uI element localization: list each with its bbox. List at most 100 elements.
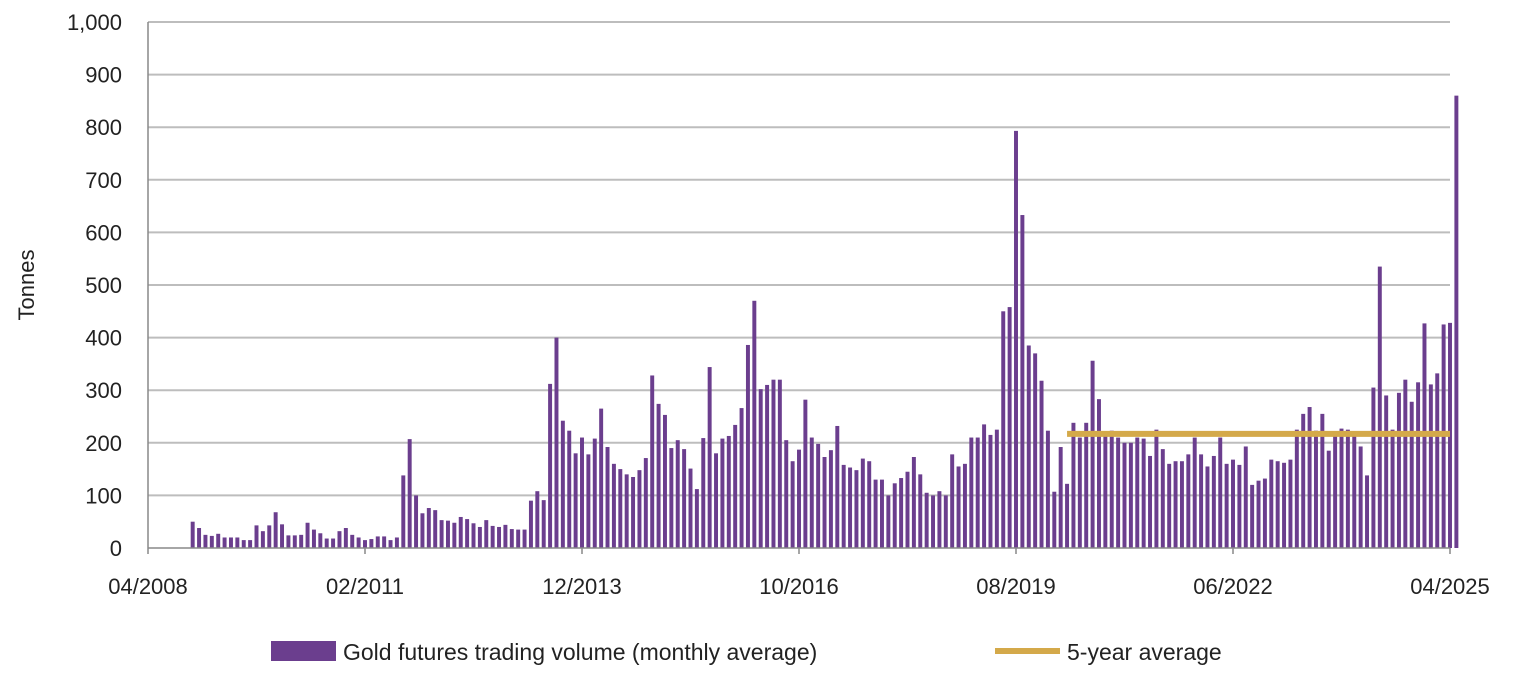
bar (445, 520, 450, 548)
bar (860, 458, 865, 548)
bar (318, 533, 323, 548)
bar (931, 495, 936, 548)
bar (1345, 429, 1350, 548)
bar (592, 438, 597, 548)
bar (433, 510, 438, 548)
bar (580, 437, 584, 548)
bar (822, 457, 827, 548)
bar (586, 454, 591, 548)
bar (701, 438, 706, 548)
bar (1039, 380, 1044, 548)
bar (260, 531, 265, 548)
bar (1294, 429, 1299, 548)
bar (471, 523, 476, 548)
bar (962, 463, 967, 548)
bar (1218, 437, 1223, 548)
bar (1084, 422, 1089, 548)
bar (267, 525, 272, 548)
bar (1339, 428, 1344, 548)
bar (899, 478, 904, 548)
bar (1173, 461, 1178, 548)
bar (1435, 373, 1440, 548)
bar (1313, 430, 1318, 548)
bar (401, 475, 406, 548)
bar (1288, 459, 1293, 548)
bar (1116, 437, 1121, 548)
bar (1090, 360, 1095, 548)
bar (1128, 442, 1133, 548)
x-axis-ticks: 04/2008 02/2011 12/2013 10/2016 08/2019 06/20… (108, 548, 1490, 599)
bar (311, 529, 316, 548)
legend-bar-swatch (271, 641, 336, 661)
bar (1237, 464, 1242, 548)
bar (733, 424, 738, 548)
bar (573, 453, 578, 548)
bar (739, 408, 744, 548)
bar (248, 540, 253, 548)
bar (1282, 462, 1287, 548)
bar (439, 520, 444, 548)
bar (950, 454, 955, 548)
bar (1403, 379, 1408, 548)
bar (867, 461, 872, 548)
bar (1250, 484, 1255, 548)
bar (1365, 475, 1370, 548)
bar (356, 537, 361, 548)
x-tick-label: 04/2025 (1410, 574, 1490, 599)
bar (203, 534, 208, 548)
bar (522, 529, 527, 548)
bar (516, 529, 521, 548)
bar (426, 508, 431, 548)
bar (1154, 429, 1159, 548)
x-tick-label: 10/2016 (759, 574, 839, 599)
bar (1167, 463, 1172, 548)
bar (1109, 430, 1114, 548)
bar (1020, 215, 1025, 549)
bar (911, 457, 916, 548)
bar (1001, 311, 1006, 548)
y-axis-ticks: 0 100 200 300 400 500 600 700 800 900 1,000 (67, 10, 122, 561)
bar (228, 537, 233, 548)
bar (541, 500, 546, 548)
bar (1205, 466, 1210, 548)
bar (599, 408, 604, 548)
bar (1065, 483, 1070, 548)
bar (324, 538, 329, 548)
legend-line-label: 5-year average (1067, 639, 1222, 665)
bar (458, 516, 463, 548)
bar (197, 528, 202, 548)
y-tick-label: 1,000 (67, 10, 122, 35)
bar (1301, 413, 1306, 548)
y-tick-label: 200 (85, 431, 122, 456)
bar (497, 526, 502, 548)
bar (669, 448, 674, 548)
bar (1179, 461, 1184, 548)
bar (1262, 478, 1267, 548)
bar (618, 469, 623, 548)
bar (292, 535, 297, 548)
bar (1371, 387, 1376, 548)
bar (656, 403, 661, 548)
bar (1122, 442, 1127, 548)
bar (337, 531, 342, 548)
bar (363, 540, 367, 548)
bar (854, 470, 859, 548)
bar (809, 437, 814, 548)
bar (873, 479, 878, 548)
y-tick-label: 900 (85, 63, 122, 88)
bar (477, 526, 482, 548)
bar (1390, 429, 1395, 548)
bar (535, 491, 540, 548)
bar (758, 389, 763, 548)
bar (1160, 449, 1165, 548)
bar (222, 537, 227, 548)
bar (554, 337, 559, 548)
bar (631, 476, 636, 548)
bar (1103, 435, 1108, 548)
bar (624, 474, 629, 548)
bar (254, 525, 259, 548)
bar-series (190, 95, 1459, 549)
bar (720, 438, 725, 548)
bar (343, 528, 348, 548)
bar (1071, 422, 1076, 548)
